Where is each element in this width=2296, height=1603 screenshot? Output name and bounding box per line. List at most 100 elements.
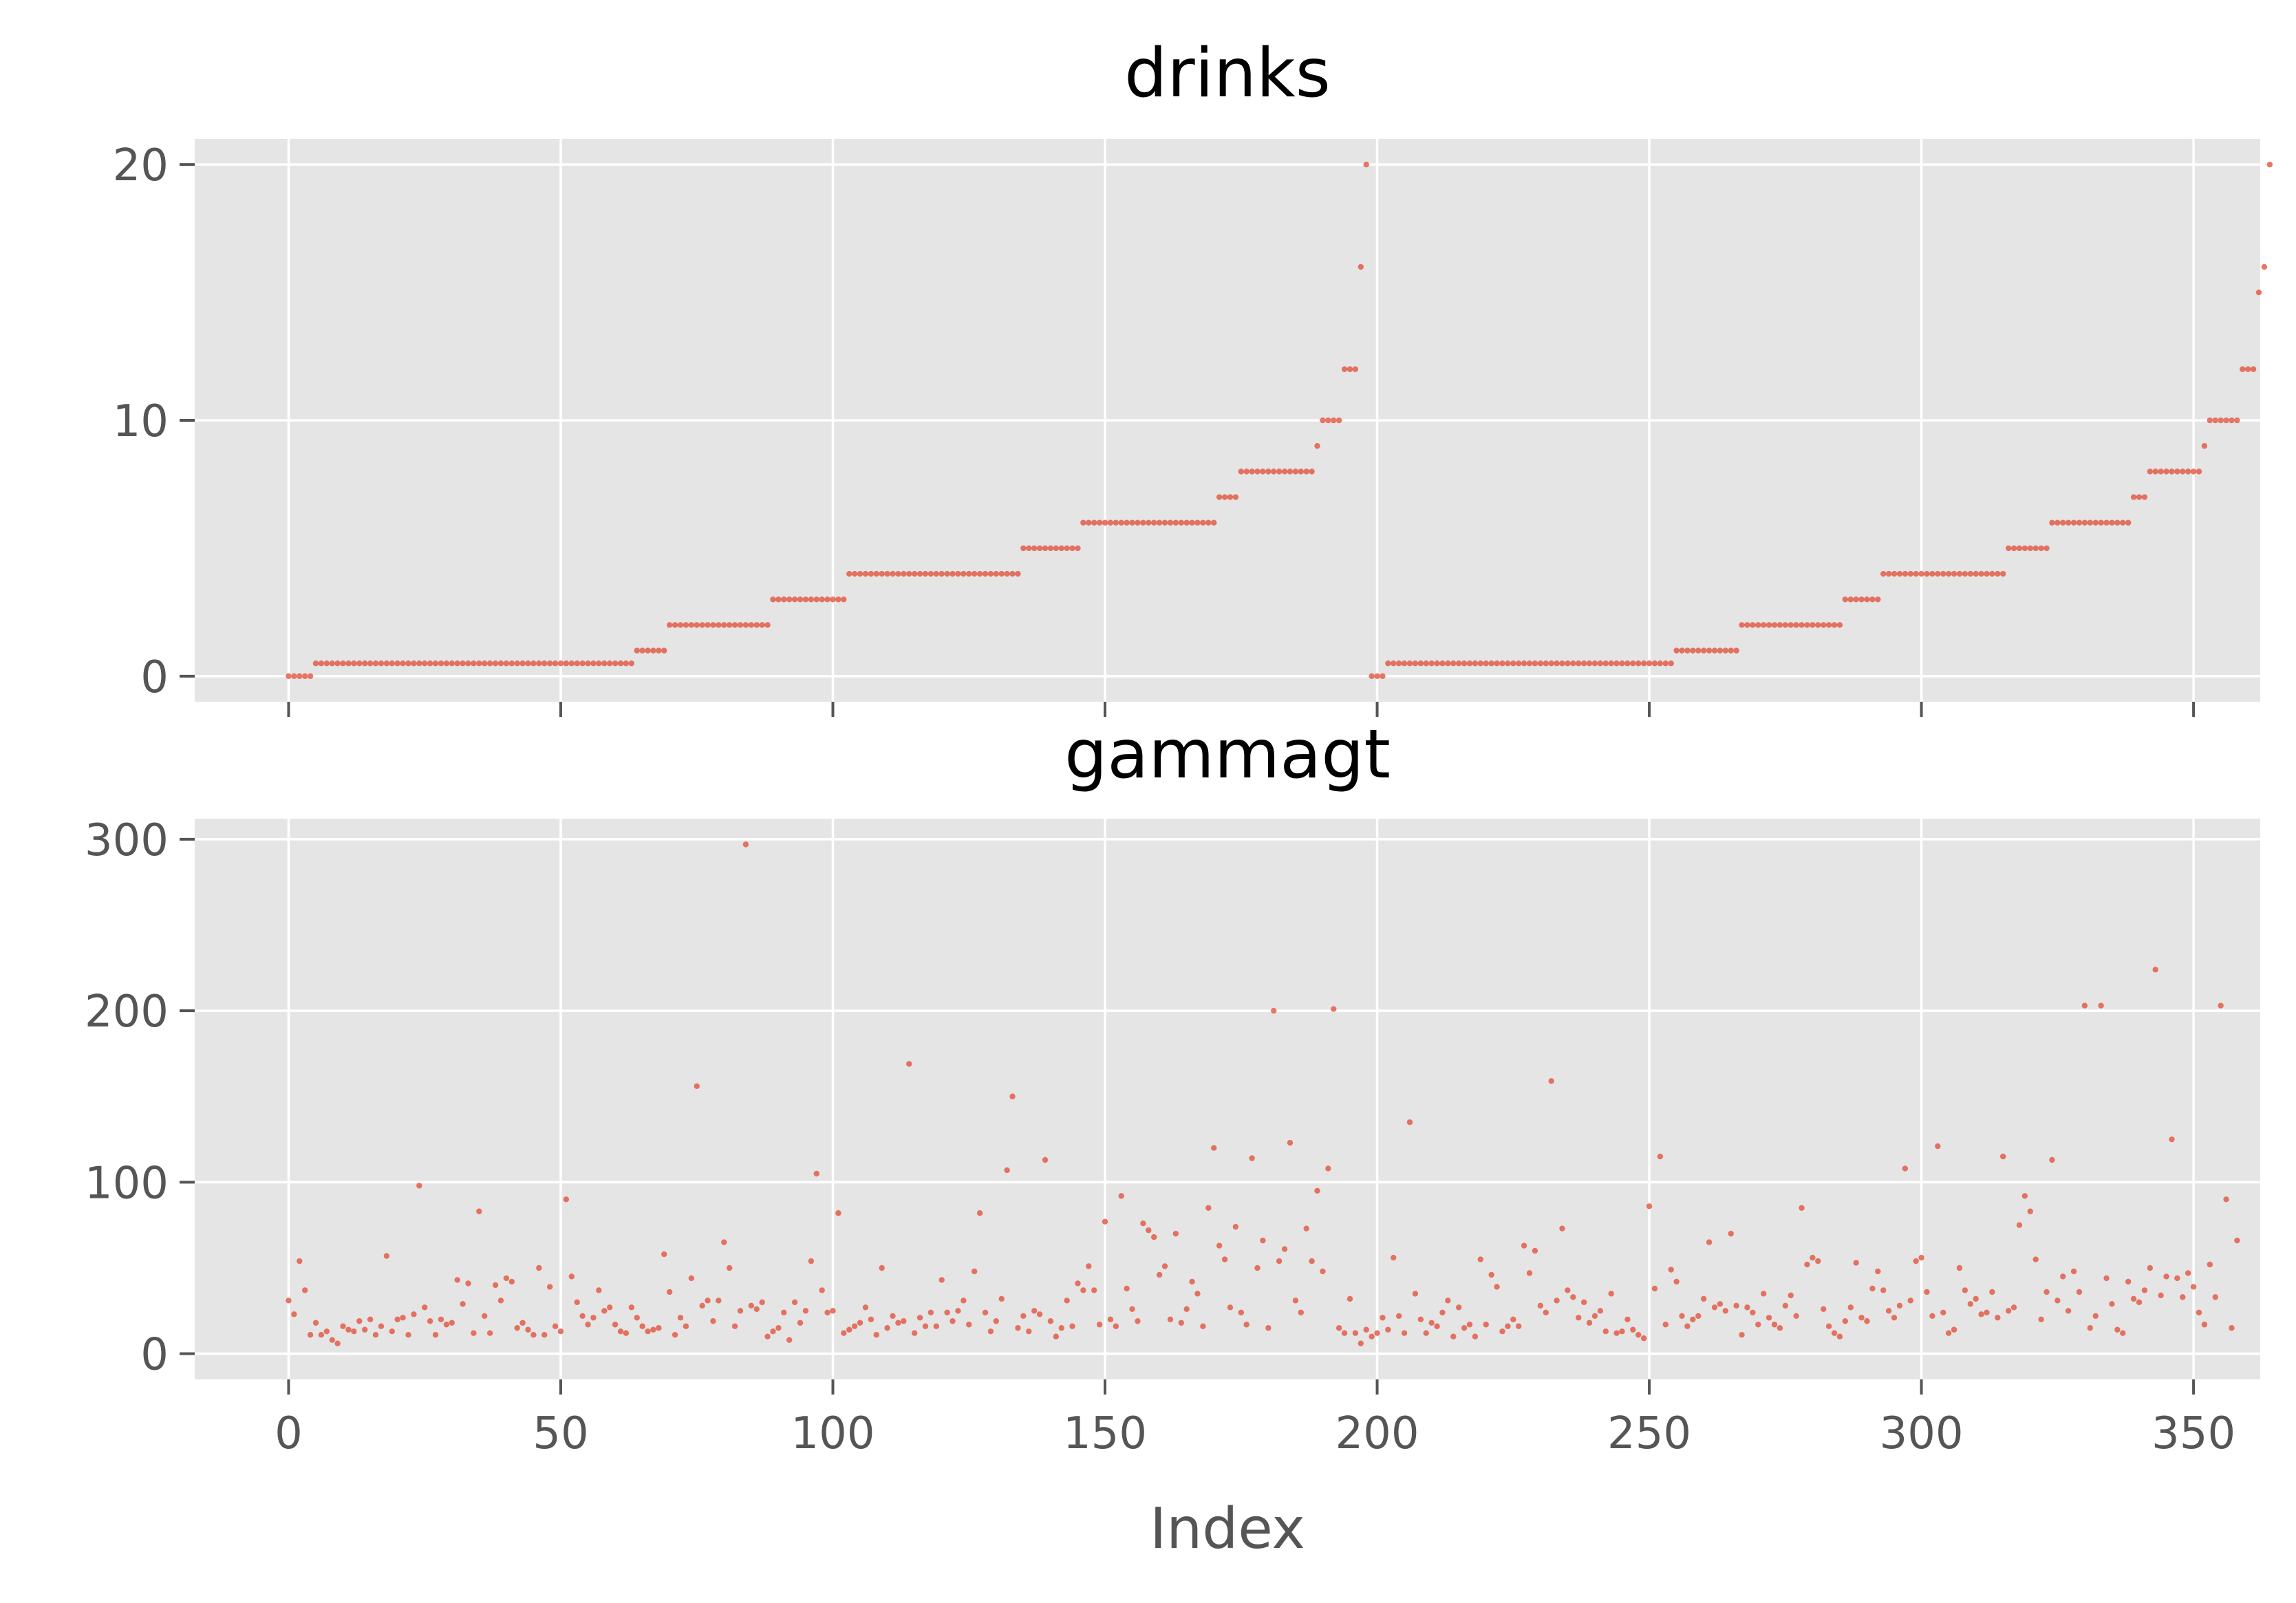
drinks-point-257 [1684,647,1691,654]
gammagt-point-270 [1755,1322,1761,1328]
gammagt-point-342 [2147,1265,2154,1271]
gammagt-point-222 [1494,1284,1500,1290]
gammagt-point-27 [432,1331,439,1338]
gammagt-points [286,841,2240,1346]
drinks-point-223 [1499,660,1505,667]
gammagt-point-274 [1777,1325,1783,1331]
drinks-point-315 [2000,570,2006,577]
gammagt-point-47 [541,1331,548,1338]
gammagt-point-268 [1744,1304,1750,1311]
gammagt-point-237 [1576,1315,1582,1321]
drinks-point-254 [1668,660,1674,667]
drinks-point-210 [1428,660,1435,667]
gammagt-point-300 [1918,1254,1924,1261]
gammagt-point-70 [666,1289,673,1295]
gammagt-point-252 [1657,1153,1664,1160]
drinks-point-198 [1363,161,1369,168]
drinks-point-194 [1341,366,1348,372]
drinks-point-266 [1733,647,1739,654]
gammagt-point-140 [1047,1318,1054,1324]
drinks-point-28 [438,660,444,667]
gammagt-point-234 [1559,1225,1565,1231]
gammagt-point-248 [1635,1331,1642,1338]
gammagt-point-45 [530,1331,537,1338]
gammagt-point-111 [890,1313,896,1319]
drinks-point-173 [1227,494,1234,500]
gammagt-point-68 [656,1325,662,1331]
gammagt-point-13 [356,1318,363,1324]
drinks-point-55 [585,660,591,667]
gammagt-point-112 [895,1320,901,1326]
gammagt-point-109 [879,1265,885,1271]
drinks-point-142 [1058,545,1064,552]
drinks-point-188 [1309,469,1315,475]
drinks-point-231 [1543,660,1549,667]
gammagt-ytick-label-300: 300 [85,815,169,866]
drinks-point-144 [1069,545,1075,552]
drinks-point-320 [2027,545,2033,552]
gammagt-point-14 [362,1326,368,1333]
gammagt-point-167 [1194,1291,1201,1297]
drinks-point-222 [1494,660,1500,667]
gammagt-point-240 [1591,1313,1598,1319]
drinks-point-201 [1380,673,1386,680]
gammagt-point-244 [1613,1330,1620,1336]
drinks-point-103 [846,570,852,577]
gammagt-xtick-label-200: 200 [1335,1408,1419,1459]
drinks-point-295 [1891,570,1898,577]
drinks-point-137 [1031,545,1038,552]
gammagt-point-54 [579,1313,586,1319]
drinks-point-336 [2114,519,2121,526]
gammagt-point-272 [1766,1315,1772,1321]
drinks-point-260 [1700,647,1707,654]
gammagt-point-304 [1940,1309,1946,1315]
drinks-point-362 [2255,289,2262,296]
gammagt-point-305 [1945,1330,1952,1336]
drinks-point-141 [1053,545,1060,552]
gammagt-point-165 [1183,1306,1190,1313]
gammagt-point-15 [367,1316,374,1322]
drinks-point-305 [1945,570,1952,577]
drinks-point-22 [405,660,411,667]
drinks-point-332 [2092,519,2099,526]
gammagt-point-267 [1739,1331,1745,1338]
drinks-point-291 [1869,596,1876,603]
gammagt-point-31 [454,1277,460,1283]
gammagt-point-35 [476,1208,482,1214]
drinks-point-280 [1810,622,1816,628]
gammagt-point-73 [683,1323,689,1329]
gammagt-point-212 [1439,1309,1446,1315]
drinks-point-162 [1167,519,1174,526]
gammagt-point-233 [1554,1298,1560,1304]
drinks-point-363 [2261,263,2268,270]
gammagt-point-150 [1102,1218,1108,1225]
gammagt-point-56 [590,1315,597,1321]
gammagt-point-163 [1172,1230,1179,1237]
drinks-point-307 [1956,570,1963,577]
drinks-point-310 [1973,570,1979,577]
drinks-point-56 [590,660,597,667]
drinks-point-245 [1619,660,1625,667]
drinks-point-288 [1853,596,1859,603]
drinks-point-226 [1516,660,1522,667]
drinks-point-292 [1875,596,1881,603]
drinks-point-326 [2060,519,2066,526]
gammagt-point-120 [938,1277,945,1283]
drinks-point-13 [356,660,363,667]
gammagt-xtick-label-250: 250 [1607,1408,1691,1459]
gammagt-point-218 [1472,1333,1479,1340]
gammagt-point-283 [1825,1323,1832,1329]
drinks-point-119 [933,570,939,577]
gammagt-point-157 [1140,1220,1146,1227]
drinks-point-234 [1559,660,1565,667]
gammagt-point-79 [716,1298,722,1304]
gammagt-point-149 [1096,1322,1103,1328]
drinks-point-27 [432,660,439,667]
gammagt-point-144 [1069,1323,1075,1329]
gammagt-point-141 [1053,1333,1060,1340]
drinks-point-327 [2065,519,2072,526]
drinks-point-110 [884,570,890,577]
gammagt-point-181 [1271,1007,1277,1014]
drinks-point-88 [764,622,771,628]
gammagt-point-242 [1602,1328,1609,1335]
